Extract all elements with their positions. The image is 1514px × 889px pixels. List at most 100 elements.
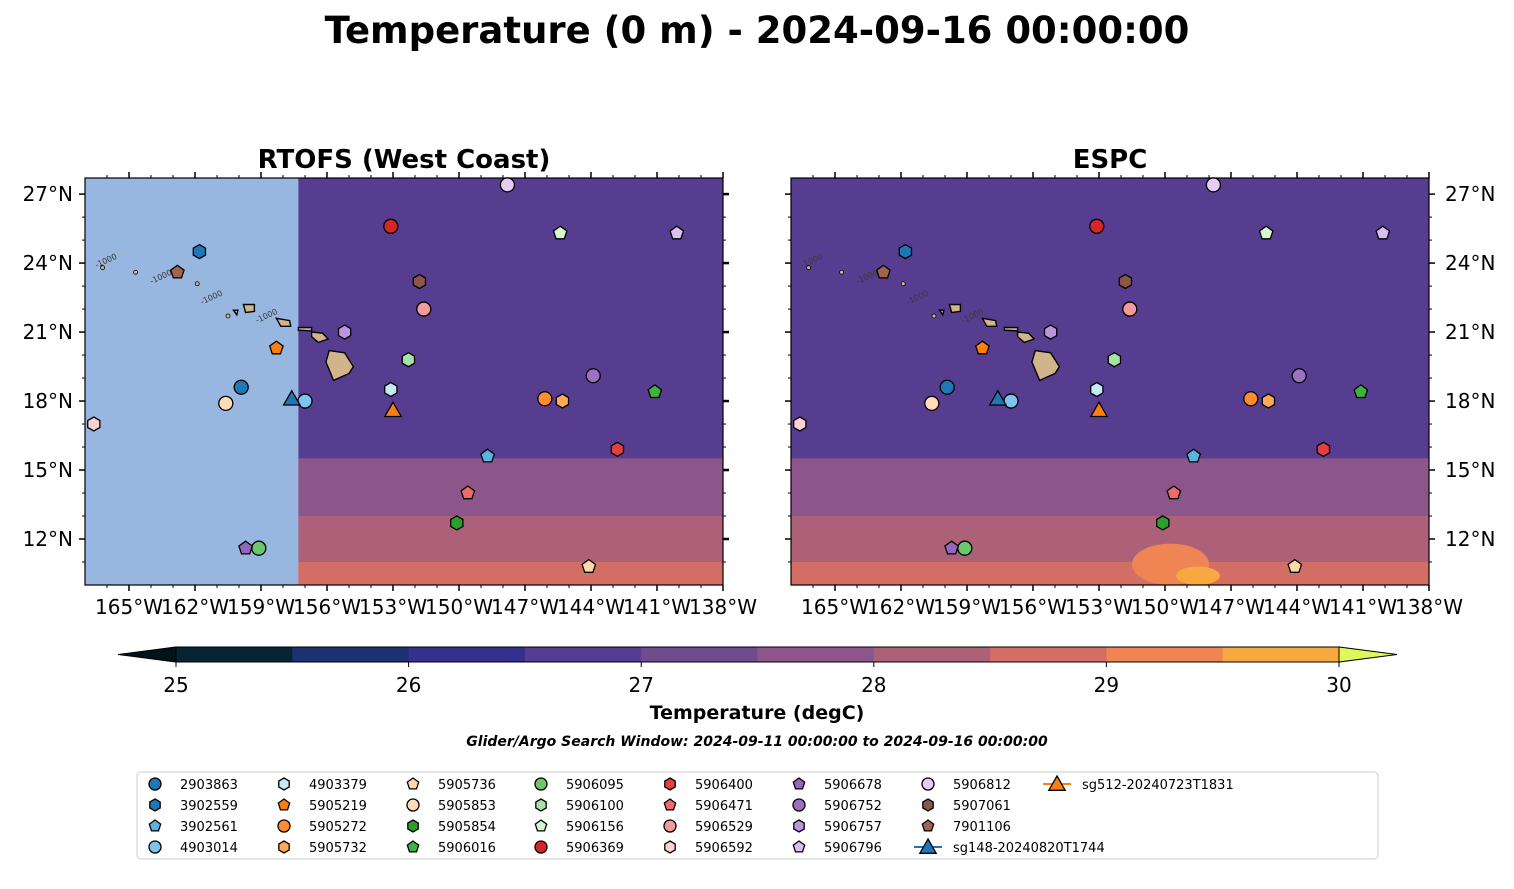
data-marker-5906100 [1107, 351, 1122, 368]
legend-label: 5906757 [824, 820, 882, 835]
colorbar-frame [175, 646, 1340, 663]
data-marker-5906757 [1043, 324, 1058, 340]
panel-rtofs: RTOFS (West Coast) -1000-1000-1000-1000 … [23, 145, 758, 619]
legend-item: 5905219 [277, 798, 367, 814]
legend-label: 5906016 [438, 841, 496, 856]
temperature-region [791, 458, 1429, 517]
legend-item: 5906095 [534, 777, 624, 793]
legend-marker [664, 840, 676, 854]
islet [839, 269, 844, 275]
data-marker-5906369 [1089, 218, 1105, 234]
legend-item: 5906400 [664, 777, 753, 793]
data-marker-5906678 [238, 540, 254, 555]
data-marker-5905272 [1243, 391, 1259, 407]
ticks-rtofs: 165°W162°W159°W156°W153°W150°W147°W144°W… [23, 172, 757, 619]
data-marker-3902561 [480, 448, 496, 463]
colorbar-segment [292, 647, 410, 662]
legend-marker [663, 819, 677, 833]
x-tick-label: 156°W [999, 595, 1067, 619]
data-marker-3902559 [192, 243, 207, 260]
island-kauai [948, 303, 962, 314]
legend-label: 5905854 [438, 820, 496, 835]
data-marker-5906796 [1375, 225, 1391, 240]
legend-item: 3902559 [149, 798, 238, 814]
island-oahu [981, 317, 998, 327]
legend-item: 5907061 [922, 798, 1011, 814]
x-tick-label: 165°W [801, 595, 869, 619]
legend-item: 5906471 [663, 798, 753, 814]
x-tick-label: 147°W [1197, 595, 1265, 619]
data-marker-5906095 [957, 540, 973, 556]
legend-marker [148, 840, 162, 854]
y-tick-label: 21°N [1445, 320, 1495, 344]
legend-marker [406, 777, 420, 790]
colorbar-segment [524, 647, 642, 662]
legend-marker [534, 819, 548, 832]
temperature-patch [1176, 566, 1220, 585]
legend-item: 5906156 [534, 819, 624, 835]
islet [194, 281, 200, 287]
legend-marker [407, 819, 419, 833]
colorbar-label: Temperature (degC) [650, 702, 865, 724]
legend-marker [792, 798, 806, 812]
colorbar-tick-label: 29 [1094, 673, 1119, 697]
data-marker-sg512-20240723T1831 [383, 400, 403, 418]
legend-item: 5906016 [406, 840, 496, 856]
data-marker-5906592 [793, 416, 807, 432]
legend-item: 5906678 [792, 777, 882, 793]
legend-marker [277, 798, 291, 811]
island-molokai [1003, 326, 1019, 332]
x-tick-label: 150°W [425, 595, 493, 619]
data-marker-5906095 [251, 540, 267, 556]
data-marker-2903863 [233, 379, 249, 395]
y-tick-label: 15°N [1445, 458, 1495, 482]
x-tick-label: 162°W [161, 595, 229, 619]
data-marker-sg512-20240723T1831 [1089, 400, 1109, 418]
data-marker-5907061 [1118, 273, 1133, 290]
legend-label: 5906471 [695, 799, 753, 814]
legend-item: 4903379 [278, 777, 367, 793]
x-tick-label: 141°W [1329, 595, 1397, 619]
legend-label: 5905853 [438, 799, 496, 814]
islet [931, 313, 937, 319]
y-tick-label: 21°N [23, 320, 73, 344]
legend-item: 5906369 [534, 840, 624, 856]
island-maui [310, 331, 330, 344]
data-marker-5907061 [412, 273, 427, 290]
legend-marker [534, 777, 548, 791]
data-marker-5906471 [1166, 485, 1182, 500]
legend-marker [918, 837, 938, 854]
legend-marker [921, 819, 935, 832]
x-tick-label: 141°W [623, 595, 691, 619]
legend-label: 5906812 [953, 778, 1011, 793]
legend-item: 5905272 [277, 819, 367, 835]
x-tick-label: 153°W [1065, 595, 1133, 619]
markers-rtofs [87, 177, 685, 573]
ticks-espc: 165°W162°W159°W156°W153°W150°W147°W144°W… [785, 172, 1495, 619]
data-marker-7901106 [169, 264, 185, 279]
colorbar-tick-label: 28 [861, 673, 886, 697]
data-marker-5906016 [1353, 383, 1369, 399]
legend-label: 4903379 [309, 778, 367, 793]
islet [900, 281, 906, 287]
legend-marker [277, 819, 291, 833]
data-marker-5905272 [537, 391, 553, 407]
legend-marker [534, 840, 548, 854]
data-marker-5906100 [401, 351, 416, 368]
data-marker-5905736 [1287, 558, 1303, 573]
colorbar-segment [1222, 647, 1340, 662]
island-hawaii [1031, 349, 1061, 382]
data-marker-5905854 [1156, 515, 1170, 531]
legend-label: 5905272 [309, 820, 367, 835]
legend-marker [1047, 774, 1067, 791]
legend-label: 5906678 [824, 778, 882, 793]
legend-marker [793, 819, 805, 833]
temperature-region [791, 562, 1429, 585]
y-tick-label: 24°N [1445, 251, 1495, 275]
map-frame-espc [790, 177, 1430, 586]
data-marker-2903863 [939, 379, 955, 395]
data-marker-4903379 [1090, 381, 1104, 398]
legend-marker [278, 777, 290, 791]
colorbar-tick-label: 30 [1326, 673, 1351, 697]
